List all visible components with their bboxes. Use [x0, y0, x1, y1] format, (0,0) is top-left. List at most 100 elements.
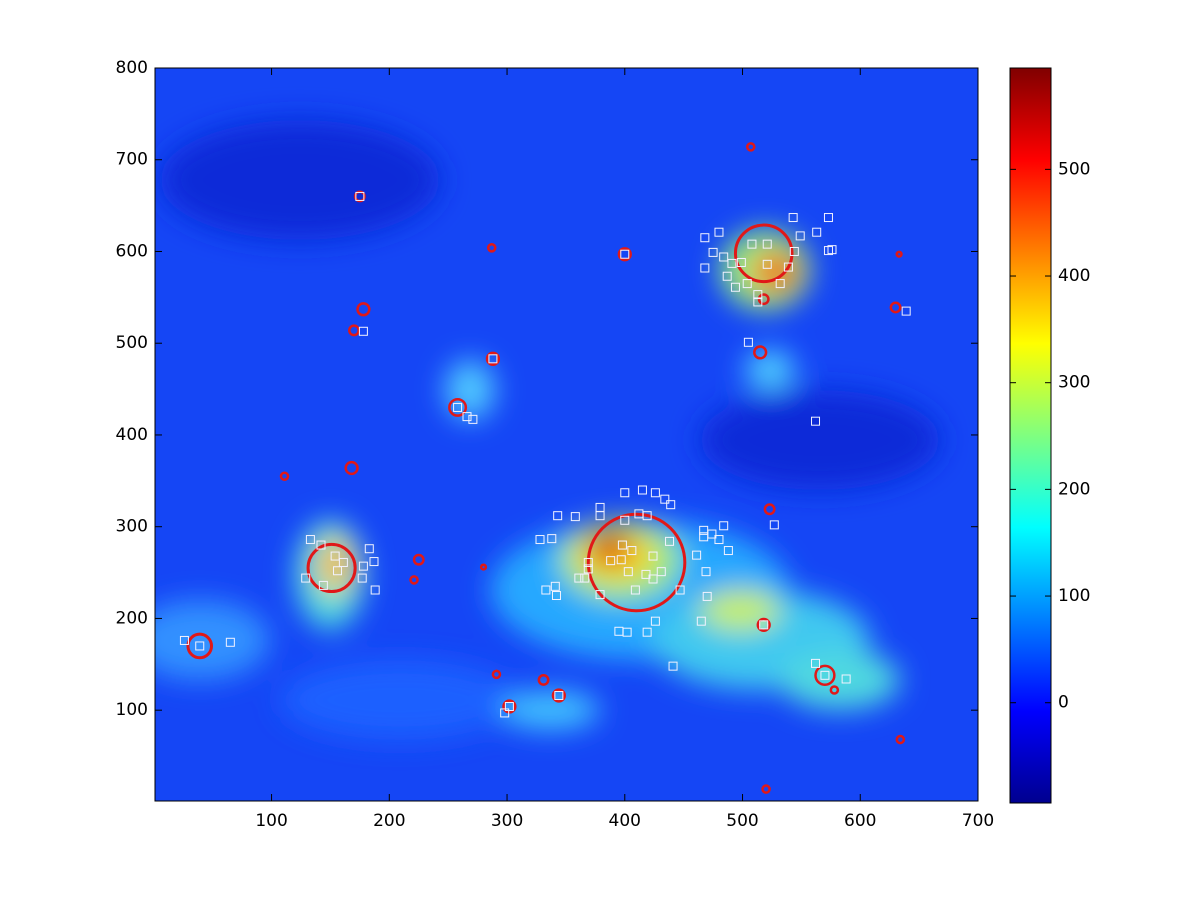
square-marker: [747, 239, 757, 249]
square-marker: [553, 511, 563, 521]
square-marker: [225, 637, 235, 647]
square-marker: [789, 246, 799, 256]
square-marker: [316, 540, 326, 550]
square-marker: [574, 573, 584, 583]
square-marker: [550, 581, 560, 591]
circle-marker: [756, 617, 771, 632]
x-tick-label: 500: [726, 811, 758, 831]
square-marker: [620, 249, 630, 259]
circle-marker: [479, 563, 488, 571]
square-marker: [500, 708, 510, 718]
square-marker: [811, 658, 821, 668]
square-marker: [355, 191, 365, 201]
square-marker: [743, 337, 753, 347]
colorbar-tick-label: 200: [1058, 479, 1090, 499]
square-marker: [504, 702, 514, 712]
circle-marker: [733, 223, 794, 284]
circle-marker: [356, 302, 371, 317]
square-marker: [759, 620, 769, 630]
square-marker: [666, 500, 676, 510]
square-marker: [660, 494, 670, 504]
square-marker: [727, 258, 737, 268]
square-marker: [370, 585, 380, 595]
square-marker: [665, 536, 675, 546]
square-marker: [762, 259, 772, 269]
colorbar-tick-label: 100: [1058, 586, 1090, 606]
circle-marker: [757, 293, 770, 306]
circle-marker: [348, 324, 360, 337]
square-marker: [301, 573, 311, 583]
colorbar-tick-label: 300: [1058, 373, 1090, 393]
square-marker: [736, 257, 746, 267]
square-marker: [318, 580, 328, 590]
square-marker: [753, 297, 763, 307]
square-marker: [702, 591, 712, 601]
square-marker: [606, 556, 616, 566]
y-tick-label: 600: [116, 241, 148, 261]
square-marker: [462, 412, 472, 422]
square-marker: [627, 546, 637, 556]
square-marker: [620, 515, 630, 525]
square-marker: [648, 551, 658, 561]
square-marker: [775, 279, 785, 289]
circle-marker: [889, 301, 902, 314]
square-marker: [820, 670, 830, 680]
square-marker: [762, 239, 772, 249]
square-marker: [714, 535, 724, 545]
square-marker: [641, 569, 651, 579]
square-marker: [620, 488, 630, 498]
square-marker: [332, 566, 342, 576]
square-marker: [583, 557, 593, 567]
square-marker: [700, 233, 710, 243]
square-marker: [630, 585, 640, 595]
square-marker: [901, 306, 911, 316]
square-marker: [650, 488, 660, 498]
square-marker: [305, 535, 315, 545]
heatmap: [155, 68, 978, 801]
square-marker: [656, 567, 666, 577]
square-marker: [595, 590, 605, 600]
circle-marker: [753, 345, 768, 360]
x-tick-label: 400: [609, 811, 641, 831]
y-tick-label: 100: [116, 700, 148, 720]
circle-marker: [306, 542, 357, 594]
square-marker: [707, 529, 717, 539]
square-marker: [753, 290, 763, 300]
circle-marker: [551, 688, 566, 703]
square-marker: [541, 585, 551, 595]
circle-marker: [485, 351, 501, 366]
circle-marker: [761, 784, 771, 794]
circle-marker: [895, 734, 906, 745]
circle-marker: [409, 575, 419, 585]
circle-marker: [353, 190, 366, 203]
square-marker: [369, 557, 379, 567]
square-marker: [714, 227, 724, 237]
x-tick-label: 200: [373, 811, 405, 831]
square-marker: [622, 627, 632, 637]
square-marker: [535, 535, 545, 545]
colorbar-tick-label: 0: [1058, 693, 1069, 713]
square-marker: [742, 279, 752, 289]
square-marker: [811, 416, 821, 426]
square-marker: [769, 520, 779, 530]
square-marker: [617, 540, 627, 550]
circle-marker: [279, 471, 290, 482]
square-marker: [812, 227, 822, 237]
square-marker: [583, 564, 593, 574]
circle-marker: [412, 553, 425, 566]
circle-marker: [617, 247, 632, 262]
square-marker: [648, 574, 658, 584]
square-marker: [358, 326, 368, 336]
square-marker: [338, 557, 348, 567]
circle-marker: [502, 699, 517, 714]
circle-marker: [537, 673, 550, 686]
square-marker: [788, 213, 798, 223]
square-marker: [701, 567, 711, 577]
colorbar-tick-label: 400: [1058, 266, 1090, 286]
square-marker: [330, 551, 340, 561]
square-marker: [700, 263, 710, 273]
circle-marker: [586, 512, 687, 613]
x-tick-label: 100: [255, 811, 287, 831]
y-tick-label: 400: [116, 425, 148, 445]
square-marker: [708, 247, 718, 257]
